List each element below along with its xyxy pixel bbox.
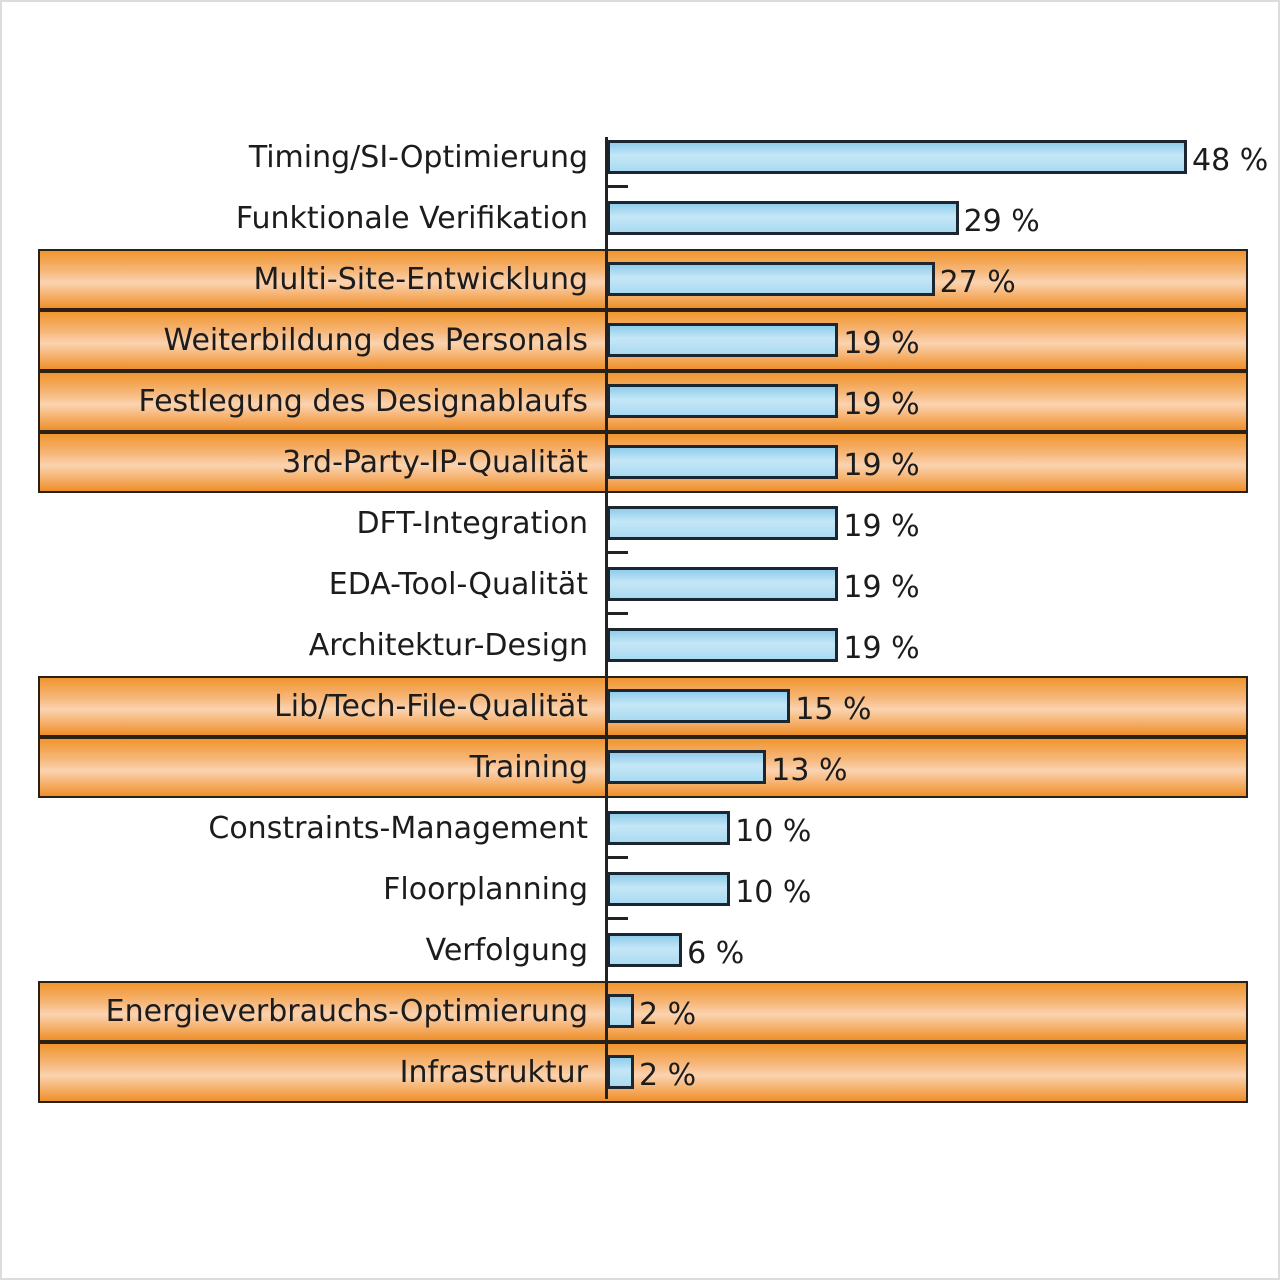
value-label: 10 % xyxy=(735,875,812,910)
bar xyxy=(607,689,791,723)
value-label: 2 % xyxy=(639,1058,697,1093)
bar xyxy=(607,323,839,357)
value-label: 10 % xyxy=(735,814,812,849)
value-label: 15 % xyxy=(795,692,872,727)
bar xyxy=(607,384,839,418)
value-label: 19 % xyxy=(843,509,920,544)
category-label: Weiterbildung des Personals xyxy=(163,323,588,358)
value-label: 19 % xyxy=(843,448,920,483)
bar xyxy=(607,262,935,296)
value-label: 6 % xyxy=(687,936,745,971)
bar xyxy=(607,811,731,845)
category-label: Constraints-Management xyxy=(208,811,588,846)
value-label: 19 % xyxy=(843,387,920,422)
highlight-band xyxy=(38,249,1248,310)
value-label: 19 % xyxy=(843,631,920,666)
value-label: 29 % xyxy=(963,204,1040,239)
category-label: Funktionale Verifikation xyxy=(235,201,588,236)
category-label: Verfolgung xyxy=(425,933,588,968)
bar xyxy=(607,140,1187,174)
category-label: Multi-Site-Entwicklung xyxy=(253,262,588,297)
value-label: 27 % xyxy=(939,265,1016,300)
bar xyxy=(607,872,731,906)
category-label: EDA-Tool-Qualität xyxy=(328,567,588,602)
category-label: DFT-Integration xyxy=(356,506,588,541)
category-label: Training xyxy=(469,750,588,785)
value-label: 48 % xyxy=(1192,143,1269,178)
value-label: 2 % xyxy=(639,997,697,1032)
axis-tick xyxy=(607,185,628,188)
bar xyxy=(607,506,839,540)
bar xyxy=(607,567,839,601)
category-label: Lib/Tech-File-Qualität xyxy=(274,689,588,724)
category-label: Floorplanning xyxy=(383,872,588,907)
value-label: 13 % xyxy=(771,753,848,788)
category-label: Architektur-Design xyxy=(308,628,588,663)
category-label: Energieverbrauchs-Optimierung xyxy=(105,994,588,1029)
bar xyxy=(607,994,635,1028)
highlight-band xyxy=(38,981,1248,1042)
value-label: 19 % xyxy=(843,326,920,361)
category-label: Festlegung des Designablaufs xyxy=(138,384,588,419)
bar xyxy=(607,445,839,479)
value-label: 19 % xyxy=(843,570,920,605)
bar xyxy=(607,628,839,662)
bar xyxy=(607,750,767,784)
axis-tick xyxy=(607,612,628,615)
category-label: Timing/SI-Optimierung xyxy=(248,140,588,175)
axis-tick xyxy=(607,856,628,859)
axis-tick xyxy=(607,917,628,920)
category-label: Infrastruktur xyxy=(399,1055,588,1090)
axis-tick xyxy=(607,551,628,554)
category-label: 3rd-Party-IP-Qualität xyxy=(282,445,588,480)
bar xyxy=(607,1055,635,1089)
bar xyxy=(607,933,683,967)
bar xyxy=(607,201,959,235)
highlight-band xyxy=(38,1042,1248,1103)
y-axis-line xyxy=(605,137,608,1099)
